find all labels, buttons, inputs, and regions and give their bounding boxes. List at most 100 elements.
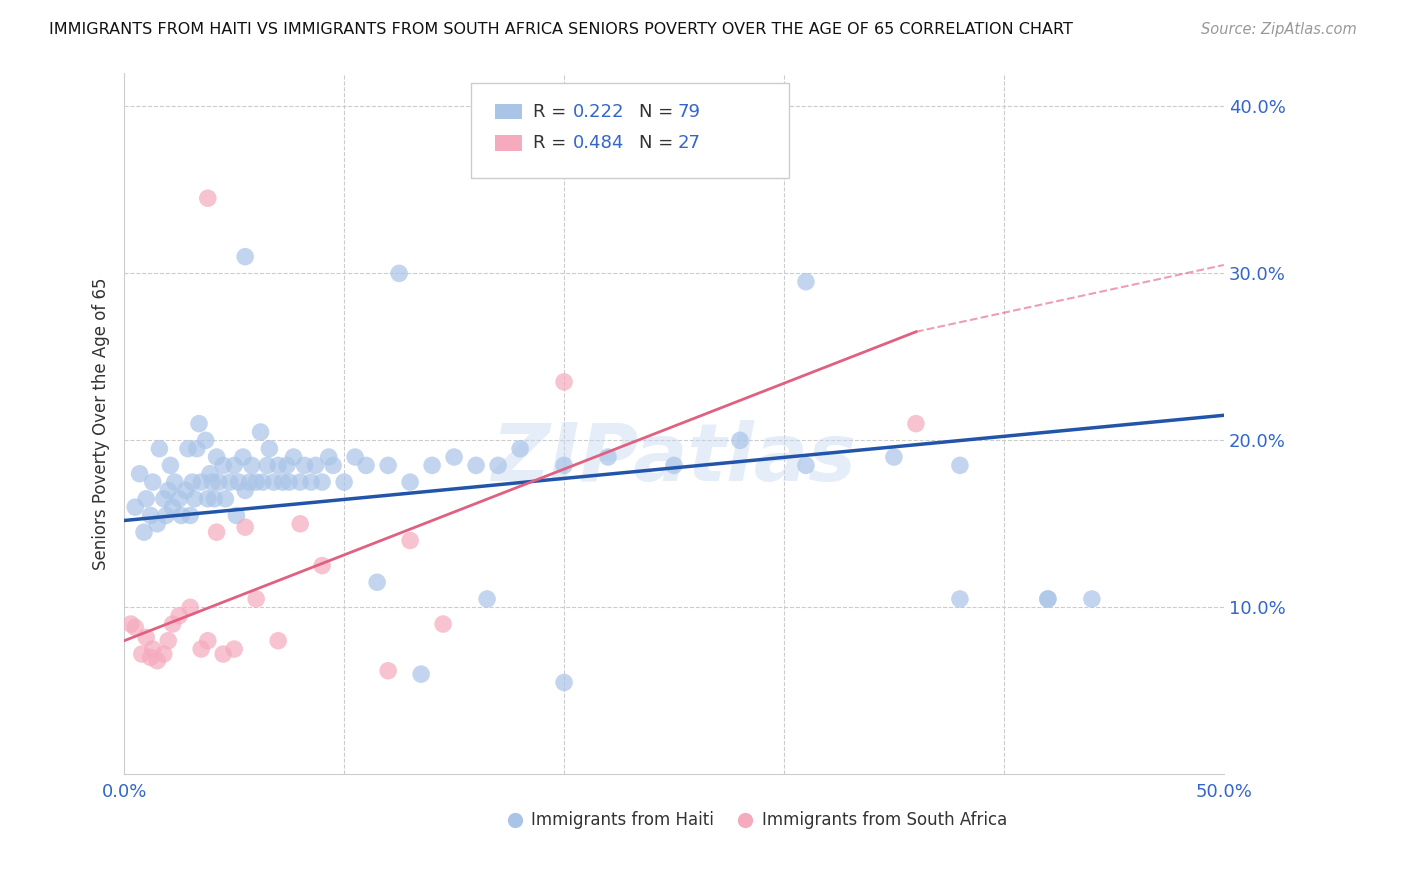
Text: Immigrants from Haiti: Immigrants from Haiti <box>531 811 714 829</box>
Text: Immigrants from South Africa: Immigrants from South Africa <box>762 811 1007 829</box>
Point <box>157 633 180 648</box>
Text: R =: R = <box>533 134 572 153</box>
Point <box>120 617 142 632</box>
Point <box>233 520 256 534</box>
Point <box>267 633 290 648</box>
Point <box>218 475 240 489</box>
Text: Source: ZipAtlas.com: Source: ZipAtlas.com <box>1201 22 1357 37</box>
Point <box>283 450 305 464</box>
Point <box>233 250 256 264</box>
Text: N =: N = <box>638 134 679 153</box>
Point <box>233 483 256 498</box>
Point <box>179 600 201 615</box>
Point <box>883 450 905 464</box>
Point <box>205 525 228 540</box>
Point <box>197 633 219 648</box>
Point <box>322 458 344 473</box>
Point <box>179 508 201 523</box>
Text: 0.484: 0.484 <box>572 134 624 153</box>
Point <box>208 475 231 489</box>
Point <box>124 500 146 515</box>
Point <box>245 591 267 606</box>
Point <box>212 647 235 661</box>
Point <box>188 417 211 431</box>
Point <box>128 467 150 481</box>
Point <box>420 458 443 473</box>
Point <box>153 647 176 661</box>
Y-axis label: Seniors Poverty Over the Age of 65: Seniors Poverty Over the Age of 65 <box>93 277 110 570</box>
Point <box>162 617 184 632</box>
Point <box>135 631 157 645</box>
Point <box>190 642 212 657</box>
Point <box>201 475 224 489</box>
Point <box>224 642 246 657</box>
Point <box>153 491 176 506</box>
Point <box>1081 591 1104 606</box>
Point <box>553 375 575 389</box>
Point <box>288 516 311 531</box>
FancyBboxPatch shape <box>495 136 522 151</box>
Point <box>354 458 377 473</box>
Point <box>949 458 972 473</box>
Point <box>377 458 399 473</box>
Point <box>155 508 177 523</box>
Text: 0.222: 0.222 <box>572 103 624 120</box>
Point <box>146 516 169 531</box>
Point <box>259 442 281 456</box>
Point <box>1355 876 1378 890</box>
Point <box>553 675 575 690</box>
FancyBboxPatch shape <box>495 103 522 120</box>
Point <box>174 483 197 498</box>
Point <box>794 458 817 473</box>
Point <box>142 475 165 489</box>
Point <box>183 491 205 506</box>
Point <box>157 483 180 498</box>
Point <box>294 458 316 473</box>
Point <box>486 458 509 473</box>
Point <box>252 475 274 489</box>
Text: 27: 27 <box>678 134 700 153</box>
Point <box>177 442 200 456</box>
Point <box>139 650 162 665</box>
Point <box>344 450 367 464</box>
Point <box>167 608 190 623</box>
Point <box>240 458 263 473</box>
Point <box>159 458 181 473</box>
Point <box>163 475 186 489</box>
Point <box>271 475 294 489</box>
Point <box>214 491 236 506</box>
Point <box>139 508 162 523</box>
Point <box>132 525 155 540</box>
Point <box>278 475 301 489</box>
Point <box>949 591 972 606</box>
Point <box>267 458 290 473</box>
Point <box>212 458 235 473</box>
Point <box>311 475 333 489</box>
Point <box>276 458 298 473</box>
Point <box>249 425 271 439</box>
Point <box>388 266 411 280</box>
Point <box>333 475 356 489</box>
Point <box>475 591 498 606</box>
Point <box>186 442 208 456</box>
Point <box>197 191 219 205</box>
Point <box>239 475 262 489</box>
Point <box>194 434 217 448</box>
Text: 79: 79 <box>678 103 700 120</box>
Point <box>904 417 927 431</box>
Text: R =: R = <box>533 103 572 120</box>
Point <box>167 491 190 506</box>
Point <box>124 620 146 634</box>
Point <box>148 442 170 456</box>
Point <box>318 450 340 464</box>
Point <box>232 450 254 464</box>
FancyBboxPatch shape <box>471 84 790 178</box>
Point <box>224 458 246 473</box>
Point <box>142 642 165 657</box>
Point <box>728 434 751 448</box>
Point <box>304 458 326 473</box>
Point <box>1036 591 1059 606</box>
Point <box>1036 591 1059 606</box>
Point <box>131 647 153 661</box>
Point <box>509 442 531 456</box>
